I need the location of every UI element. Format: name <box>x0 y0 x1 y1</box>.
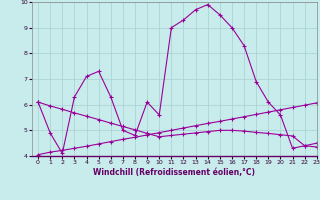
X-axis label: Windchill (Refroidissement éolien,°C): Windchill (Refroidissement éolien,°C) <box>93 168 255 177</box>
